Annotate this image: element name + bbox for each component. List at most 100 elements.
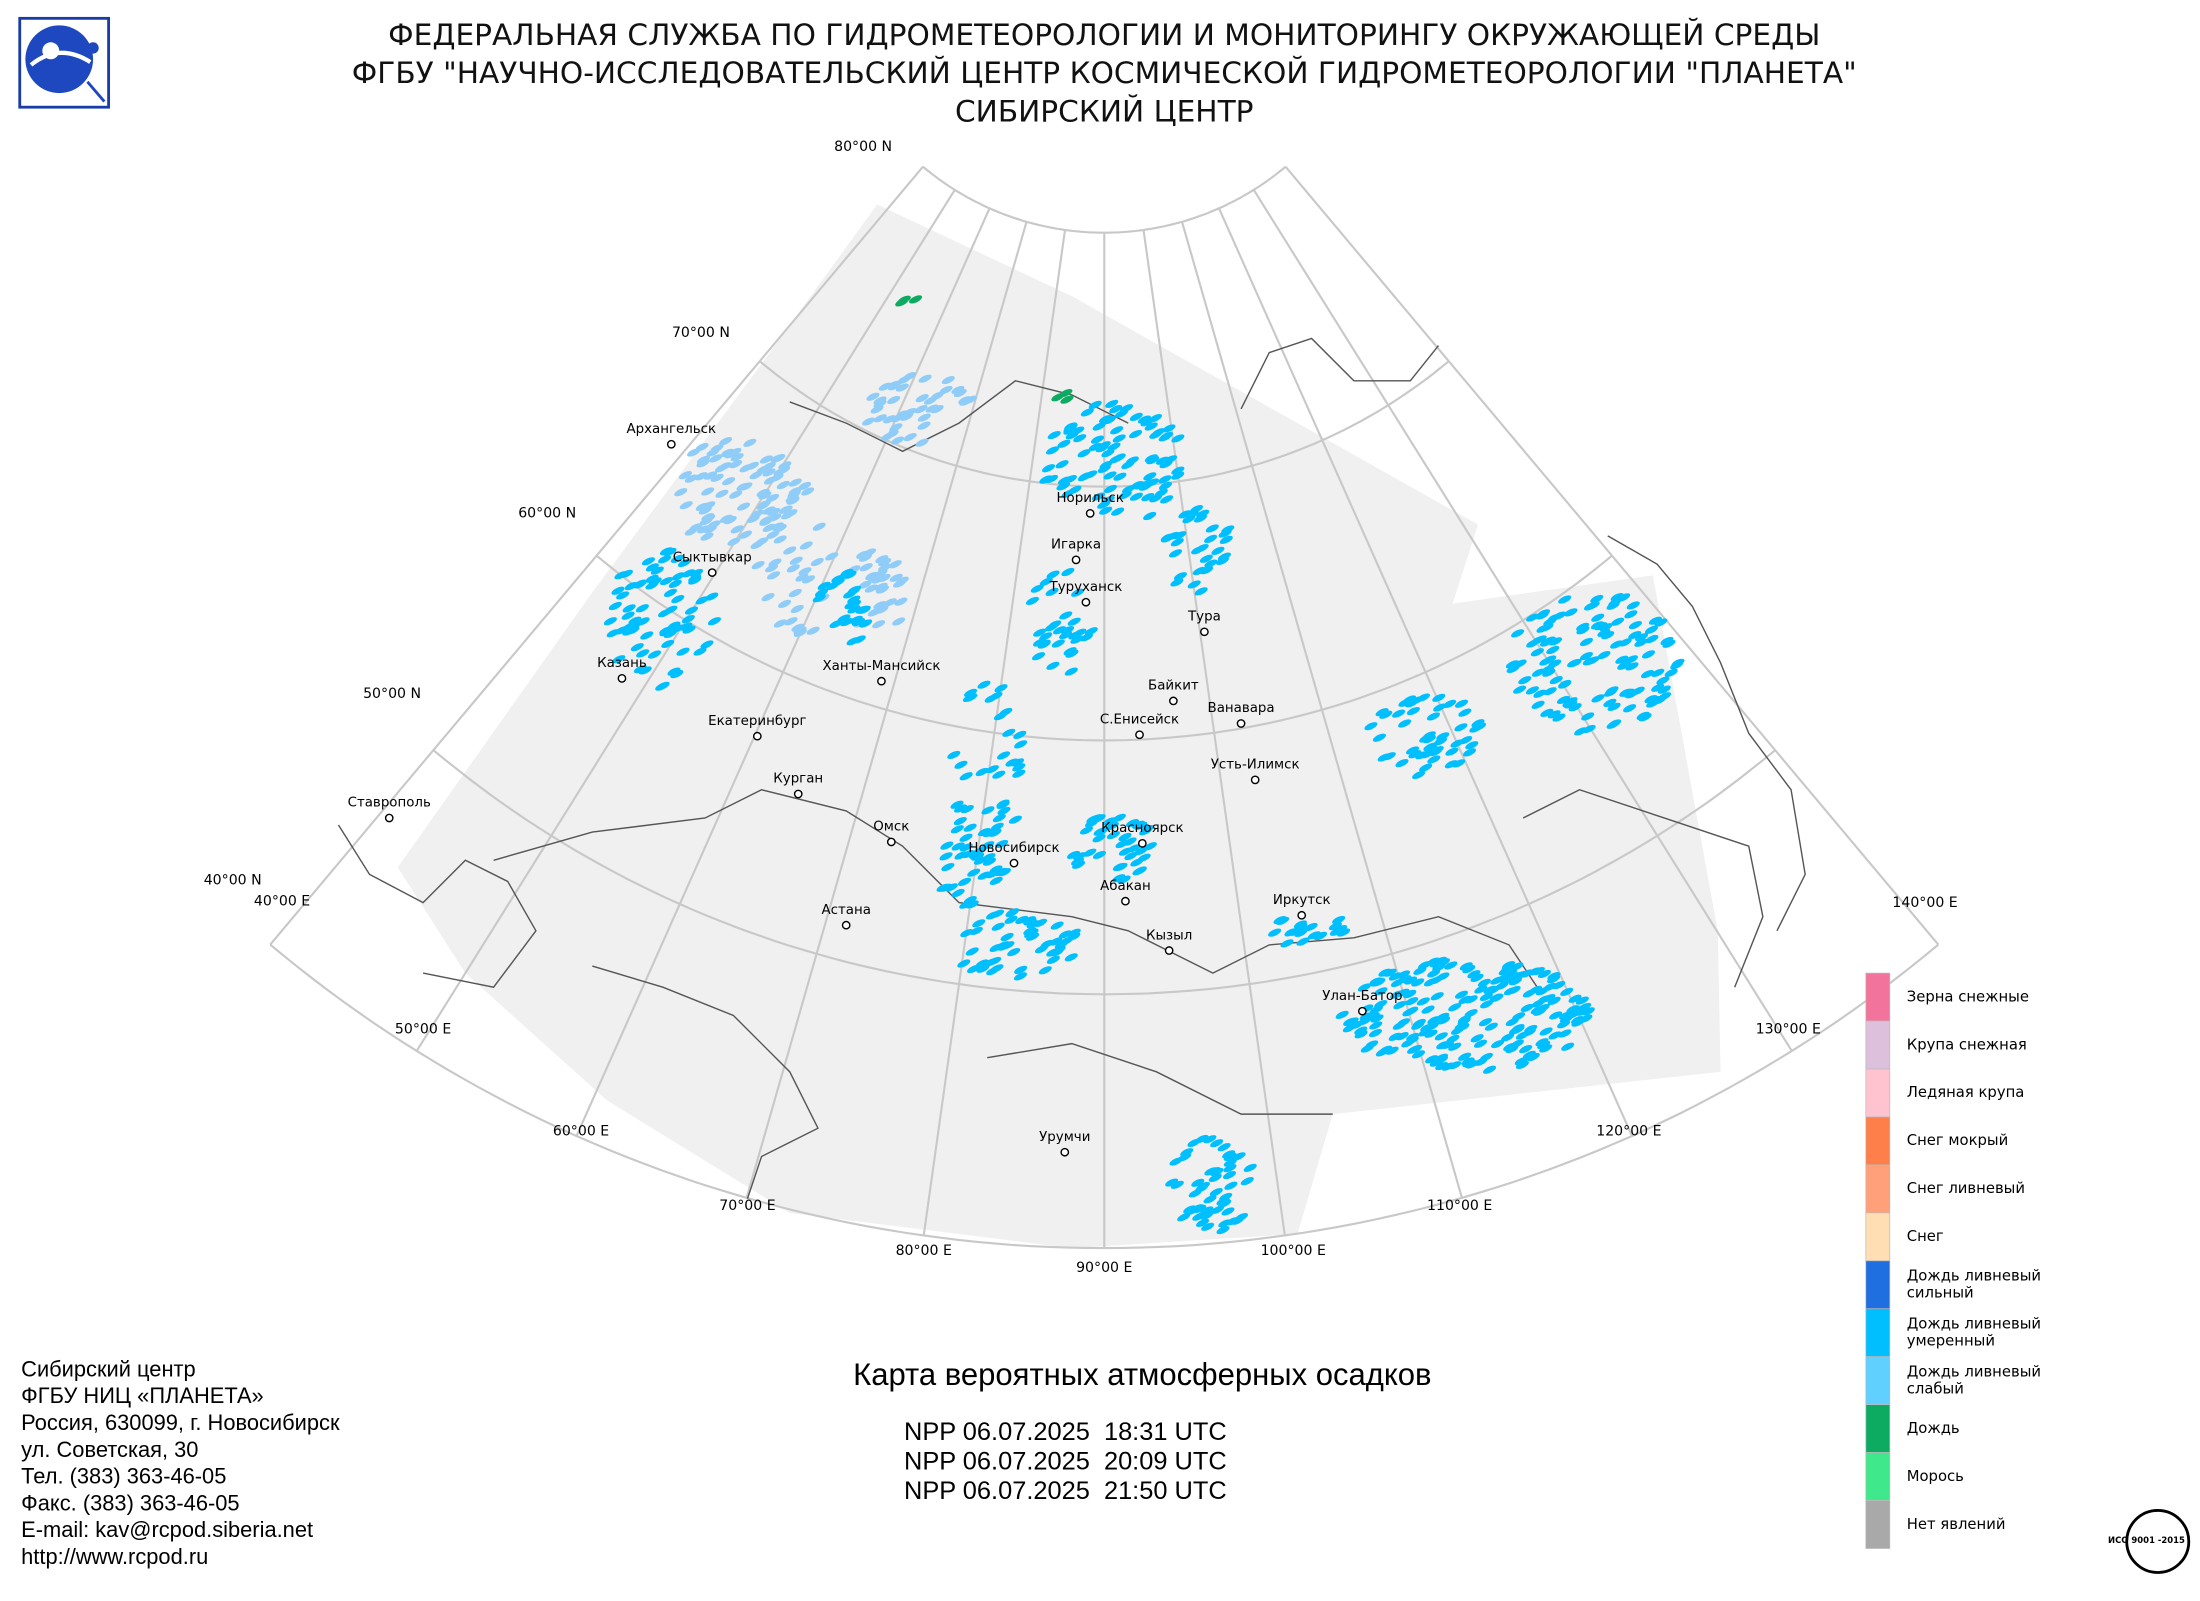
city-label: Кызыл (1146, 928, 1192, 943)
precip-cell (1597, 628, 1611, 638)
precip-cell (1033, 918, 1048, 927)
precip-cell (1559, 1011, 1573, 1020)
precip-cell (1566, 1005, 1580, 1014)
precip-cell (814, 588, 829, 597)
legend-swatch (1865, 1068, 1891, 1118)
precip-cell (1611, 617, 1625, 626)
precip-cell (682, 569, 696, 578)
precip-cell (1168, 549, 1183, 558)
precip-cell (1525, 686, 1539, 695)
precip-cell (1061, 567, 1075, 577)
precip-cell (997, 868, 1011, 877)
precip-cell (1203, 1195, 1217, 1204)
city-marker (793, 789, 803, 799)
precip-cell (1552, 713, 1566, 722)
precip-cell (831, 574, 845, 584)
precip-cell (892, 579, 907, 588)
precip-cell (714, 464, 729, 473)
precip-cell (1112, 874, 1126, 883)
precip-cell (915, 394, 929, 403)
precip-cell (1479, 992, 1493, 1002)
border-line (337, 824, 537, 988)
precip-cell (1436, 1041, 1450, 1050)
precip-cell (670, 554, 684, 563)
precip-cell (1160, 534, 1174, 543)
precip-cell (1033, 638, 1047, 647)
lon-label: 60°00 E (553, 1123, 609, 1139)
precip-cell (1489, 993, 1503, 1002)
precip-cell (1520, 1003, 1534, 1013)
precip-cell (954, 760, 968, 769)
precip-cell (1022, 916, 1036, 925)
precip-cell (940, 841, 954, 850)
precip-cell (788, 588, 802, 598)
precip-cell (1112, 434, 1126, 443)
precip-cell (852, 635, 866, 644)
precip-cell (1080, 408, 1094, 417)
precip-cell (1558, 595, 1572, 604)
precip-cell (982, 857, 996, 866)
precip-cell (622, 604, 636, 613)
precip-cell (972, 919, 986, 928)
precip-cell (636, 649, 650, 658)
precip-cell (1077, 449, 1091, 458)
legend-swatch (1865, 1116, 1891, 1166)
precip-cell (1413, 966, 1427, 975)
precip-cell (874, 569, 888, 578)
precip-cell (1039, 632, 1053, 641)
precip-cell (1535, 611, 1549, 620)
precip-cell (1155, 456, 1170, 465)
precip-cell (690, 568, 704, 578)
precip-cell (960, 804, 974, 814)
precip-cell (633, 580, 647, 589)
precip-cell (1435, 1061, 1449, 1071)
precip-cell (1397, 970, 1411, 979)
precip-cell (1540, 638, 1554, 647)
precip-cell (710, 473, 724, 482)
precip-cell (829, 619, 843, 629)
precip-cell (1401, 1039, 1415, 1048)
precip-cell (603, 617, 617, 626)
precip-cell (1464, 995, 1478, 1004)
precip-cell (724, 450, 738, 459)
precip-cell (1374, 1000, 1388, 1009)
precip-cell (977, 871, 991, 880)
precip-cell (1063, 424, 1077, 433)
legend-swatch (1865, 972, 1891, 1022)
precip-cell (1519, 1045, 1533, 1054)
city-marker (752, 731, 762, 741)
border-line (493, 789, 1538, 988)
precip-cell (1436, 732, 1450, 741)
precip-cell (1216, 1197, 1230, 1206)
precip-cell (730, 525, 744, 534)
precip-cell (1547, 971, 1561, 981)
precip-cell (778, 599, 792, 608)
precip-cell (743, 438, 757, 447)
precip-cell (1641, 650, 1656, 659)
precip-cell (793, 626, 807, 635)
precip-cell (784, 617, 798, 626)
city-marker (1200, 627, 1209, 637)
precip-cell (1424, 742, 1438, 751)
precip-cell (1424, 1029, 1438, 1038)
precip-cell (1083, 848, 1097, 857)
precip-cell (768, 513, 782, 522)
precip-cell (645, 563, 659, 572)
precip-cell (1243, 1163, 1257, 1172)
precip-cell (1654, 618, 1668, 627)
precip-cell (1293, 920, 1307, 929)
precip-cell (1056, 482, 1071, 491)
precip-cell (878, 558, 892, 567)
precip-cell (1664, 668, 1678, 677)
precip-cell (1296, 937, 1310, 946)
city-label: Ханты-Мансийск (822, 659, 940, 674)
city-marker (1250, 775, 1260, 785)
precip-cell (767, 507, 781, 517)
border-line (592, 965, 819, 1199)
precip-cell (1657, 685, 1671, 694)
precip-cell (1073, 852, 1087, 861)
precip-cell (1158, 481, 1172, 491)
precip-cell (761, 593, 775, 602)
meridian (922, 229, 1067, 1236)
